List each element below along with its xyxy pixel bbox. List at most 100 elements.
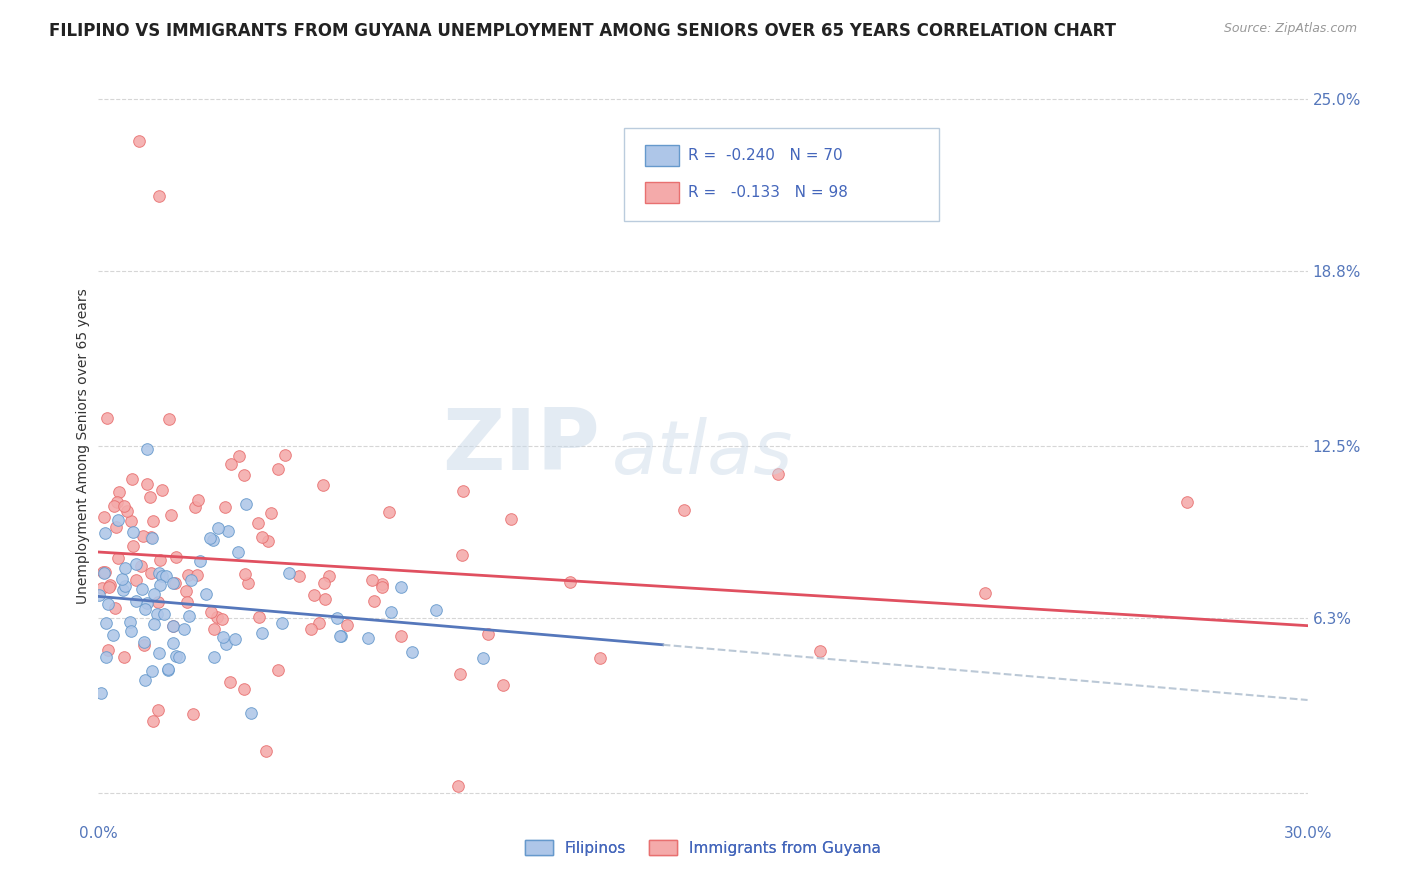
Point [120,624,142,638]
Point [267,663,290,677]
Point [492,678,515,692]
Point [142,714,165,728]
Point [370,580,392,594]
Point [451,549,474,563]
Point [363,594,385,608]
Point [212,630,235,644]
Point [202,649,225,664]
Point [114,579,136,593]
Point [139,566,162,580]
Point [97,580,120,594]
Point [103,500,125,514]
Point [148,646,170,660]
Point [233,566,256,581]
Point [108,484,131,499]
Point [97,597,120,611]
Point [378,505,401,519]
Point [270,616,292,631]
Point [105,520,128,534]
FancyBboxPatch shape [645,182,679,203]
Point [211,612,233,626]
Point [273,448,295,462]
Point [198,531,221,545]
Point [318,569,340,583]
Point [87,588,110,602]
Point [167,650,190,665]
Point [148,189,170,203]
Point [155,569,177,583]
Point [477,627,499,641]
Point [224,632,246,647]
Point [267,462,290,476]
Point [184,500,207,515]
Point [236,576,259,591]
Point [142,616,165,631]
Point [221,457,243,471]
Point [389,580,412,594]
Text: FILIPINO VS IMMIGRANTS FROM GUYANA UNEMPLOYMENT AMONG SENIORS OVER 65 YEARS CORR: FILIPINO VS IMMIGRANTS FROM GUYANA UNEMP… [49,22,1116,40]
Text: R =  -0.240   N = 70: R = -0.240 N = 70 [689,148,844,162]
Point [141,664,163,678]
Point [93,509,115,524]
Point [195,587,218,601]
Point [145,607,167,622]
Point [254,744,277,758]
Point [174,584,197,599]
Point [589,650,612,665]
Point [118,615,141,629]
Point [558,574,581,589]
Point [371,577,394,591]
Point [302,589,325,603]
FancyBboxPatch shape [624,128,939,221]
Point [98,577,121,591]
Point [122,539,145,553]
Point [335,617,357,632]
Point [91,581,114,595]
Point [205,610,228,624]
Point [120,514,142,528]
Point [141,531,163,545]
Point [1175,494,1198,508]
Point [142,514,165,528]
Point [425,603,447,617]
Point [121,472,143,486]
Point [112,500,135,514]
Point [450,666,472,681]
Point [105,495,128,509]
Point [239,706,262,720]
Point [173,622,195,636]
Point [162,619,184,633]
Point [187,492,209,507]
Point [250,530,273,544]
Point [177,609,200,624]
Point [94,525,117,540]
Point [146,595,169,609]
Point [134,602,156,616]
Point [176,568,198,582]
Point [96,616,118,631]
Point [124,594,146,608]
Point [134,635,156,649]
Y-axis label: Unemployment Among Seniors over 65 years: Unemployment Among Seniors over 65 years [76,288,90,604]
Point [357,631,380,645]
Point [288,569,311,583]
Point [131,582,153,597]
Point [180,573,202,587]
Point [252,626,274,640]
Point [159,508,181,522]
Point [148,566,170,580]
Point [162,636,184,650]
Point [165,648,187,663]
Point [93,566,115,580]
Point [188,553,211,567]
FancyBboxPatch shape [645,145,679,166]
Point [672,503,695,517]
Point [112,650,135,665]
Point [132,638,155,652]
Point [186,567,208,582]
Point [233,467,256,482]
Point [101,628,124,642]
Point [207,521,229,535]
Point [499,511,522,525]
Point [299,622,322,636]
